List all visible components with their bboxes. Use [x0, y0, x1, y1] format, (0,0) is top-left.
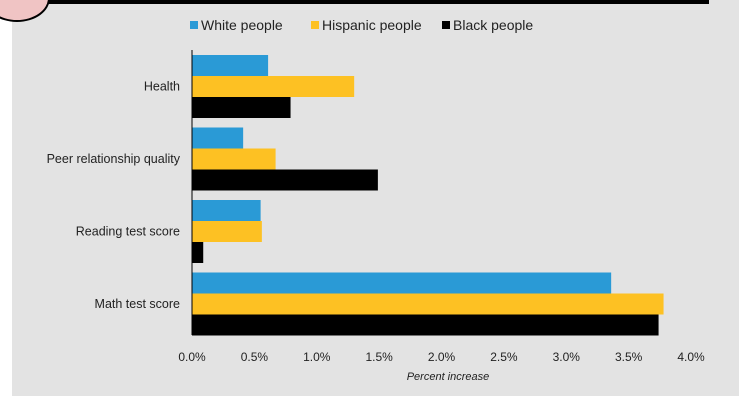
- x-tick-label: 2.5%: [490, 350, 518, 364]
- legend-label-hispanic-people: Hispanic people: [322, 17, 422, 33]
- x-tick-label: 0.0%: [178, 350, 206, 364]
- legend-label-white-people: White people: [201, 17, 283, 33]
- bar-reading-test-score-hispanic-people: [192, 221, 262, 242]
- x-tick-label: 4.0%: [677, 350, 705, 364]
- bar-health-white-people: [192, 55, 269, 76]
- legend-swatch-white-people: [190, 21, 198, 29]
- bar-health-hispanic-people: [192, 76, 355, 97]
- bar-reading-test-score-black-people: [192, 242, 204, 263]
- bars: [192, 55, 664, 336]
- bar-math-test-score-white-people: [192, 272, 612, 294]
- x-tick-label: 1.5%: [365, 350, 393, 364]
- legend-swatch-hispanic-people: [311, 21, 319, 29]
- header-bar: [30, 0, 709, 4]
- bar-reading-test-score-white-people: [192, 200, 261, 221]
- y-axis: Health Peer relationship quality Reading t…: [47, 50, 193, 335]
- bar-peer-relationship-quality-black-people: [192, 169, 378, 191]
- bar-math-test-score-hispanic-people: [192, 293, 664, 315]
- category-label: Math test score: [95, 297, 180, 311]
- x-tick-label: 3.0%: [553, 350, 581, 364]
- x-axis: 0.0% 0.5% 1.0% 1.5% 2.0% 2.5% 3.0% 3.5% 4.0%: [178, 350, 705, 364]
- legend: White people Hispanic people Black people: [190, 17, 533, 33]
- bar-peer-relationship-quality-hispanic-people: [192, 148, 276, 170]
- legend-label-black-people: Black people: [453, 17, 533, 33]
- x-axis-title: Percent increase: [407, 371, 490, 383]
- x-tick-label: 0.5%: [241, 350, 269, 364]
- legend-swatch-black-people: [442, 21, 450, 29]
- bar-peer-relationship-quality-white-people: [192, 127, 244, 149]
- x-tick-label: 3.5%: [615, 350, 643, 364]
- category-label: Peer relationship quality: [47, 152, 181, 166]
- bar-health-black-people: [192, 97, 291, 118]
- category-label: Reading test score: [76, 225, 180, 239]
- x-tick-label: 2.0%: [428, 350, 456, 364]
- bar-math-test-score-black-people: [192, 314, 659, 336]
- x-tick-label: 1.0%: [303, 350, 331, 364]
- category-label: Health: [144, 80, 180, 94]
